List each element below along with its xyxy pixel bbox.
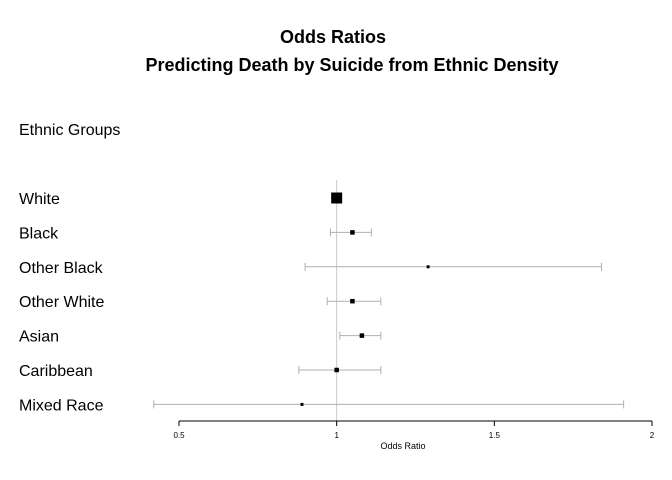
x-tick-label: 1.5	[489, 431, 501, 440]
estimate-marker	[350, 230, 355, 235]
estimate-marker	[426, 265, 430, 269]
column-header: Ethnic Groups	[19, 122, 120, 139]
chart-title-line1: Odds Ratios	[280, 27, 386, 47]
estimate-marker	[350, 298, 355, 304]
row-label: Mixed Race	[19, 397, 104, 414]
x-tick-label: 0.5	[173, 431, 185, 440]
x-tick-label: 1	[334, 431, 339, 440]
row-label: Caribbean	[19, 363, 93, 380]
estimate-marker	[331, 192, 343, 204]
x-axis-ticks: 0.5 1 1.5 2	[173, 421, 655, 440]
estimate-marker	[359, 333, 365, 338]
row-label: Asian	[19, 329, 59, 346]
row-label: Other Black	[19, 260, 104, 277]
x-axis-title: Odds Ratio	[380, 441, 425, 451]
row-label: Other White	[19, 294, 104, 311]
chart-title-line2: Predicting Death by Suicide from Ethnic …	[145, 55, 558, 75]
row-label: White	[19, 191, 60, 208]
estimate-marker	[300, 402, 304, 406]
x-tick-label: 2	[650, 431, 655, 440]
row-label: Black	[19, 225, 59, 242]
rows-group: White Black Other Black Other White Asian Car…	[19, 191, 625, 414]
estimate-marker	[334, 367, 339, 373]
